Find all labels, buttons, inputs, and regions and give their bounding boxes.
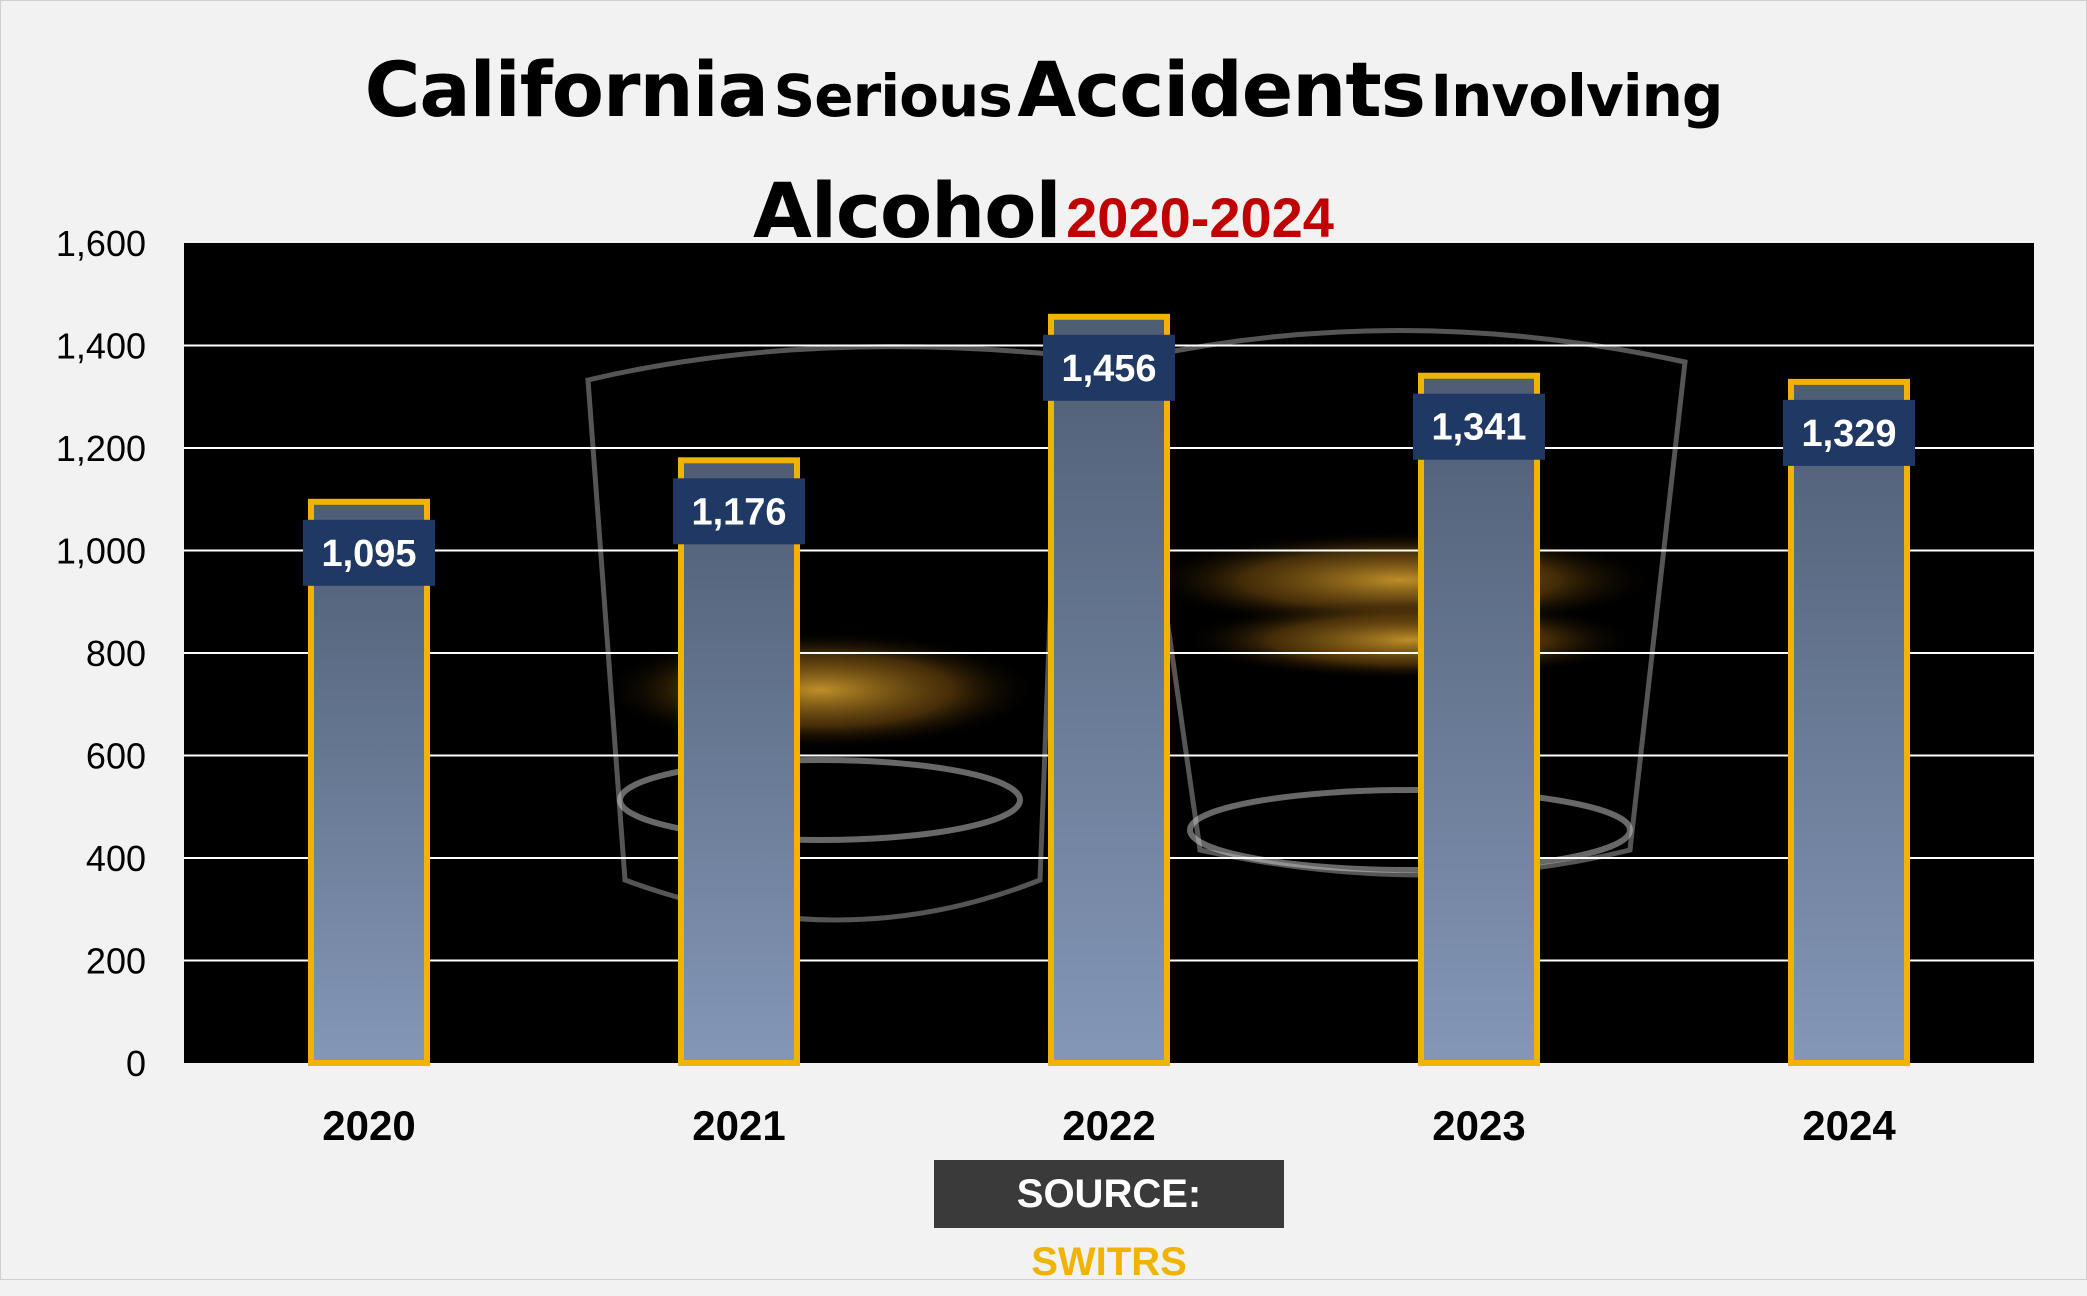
y-tick-label: 800 [86,633,146,674]
bar-2021 [678,457,800,1066]
x-tick-label: 2024 [1802,1102,1896,1149]
value-label-box [303,519,435,586]
bar-2024 [1788,378,1910,1066]
value-label-box [1413,393,1545,460]
x-tick-label: 2022 [1062,1102,1155,1149]
y-tick-label: 600 [86,736,146,777]
value-label-box [1783,399,1915,466]
value-label-box [1043,334,1175,401]
bars [308,313,1910,1066]
y-axis-ticks: 0 200 400 600 800 1,000 1,200 1,400 1,600 [56,223,146,1084]
y-tick-label: 1,000 [56,531,146,572]
bar-2022 [1048,313,1170,1066]
chart-title: California Serious Accidents Involving A… [0,40,2087,282]
source-label: SOURCE: [1016,1172,1202,1216]
title-part-california: California [364,45,769,134]
source-value: SWITRS [1031,1240,1187,1284]
y-tick-label: 0 [126,1043,146,1084]
x-tick-label: 2021 [692,1102,785,1149]
y-tick-label: 1,600 [56,223,146,264]
value-label: 1,456 [1061,348,1156,390]
source-note: SOURCE: SWITRS [934,1160,1284,1284]
title-part-serious: Serious [773,62,1013,130]
value-label: 1,341 [1431,407,1526,449]
title-part-accidents: Accidents [1017,45,1426,134]
title-years: 2020-2024 [1066,186,1334,249]
x-axis-ticks: 2020 2021 2022 2023 2024 [322,1102,1896,1149]
value-label: 1,329 [1801,413,1896,455]
x-tick-label: 2023 [1432,1102,1525,1149]
y-tick-label: 200 [86,941,146,982]
x-tick-label: 2020 [322,1102,415,1149]
value-labels: 1,095 1,176 1,456 1,341 1,329 [303,334,1915,586]
y-tick-label: 400 [86,838,146,879]
y-tick-label: 1,400 [56,326,146,367]
bar-2020 [308,498,430,1066]
value-label-box [673,478,805,545]
y-tick-label: 1,200 [56,428,146,469]
bar-2023 [1418,372,1540,1066]
value-label: 1,176 [691,491,786,533]
title-part-involving: Involving [1430,62,1724,130]
value-label: 1,095 [321,533,416,575]
title-part-alcohol: Alcohol [753,166,1062,255]
